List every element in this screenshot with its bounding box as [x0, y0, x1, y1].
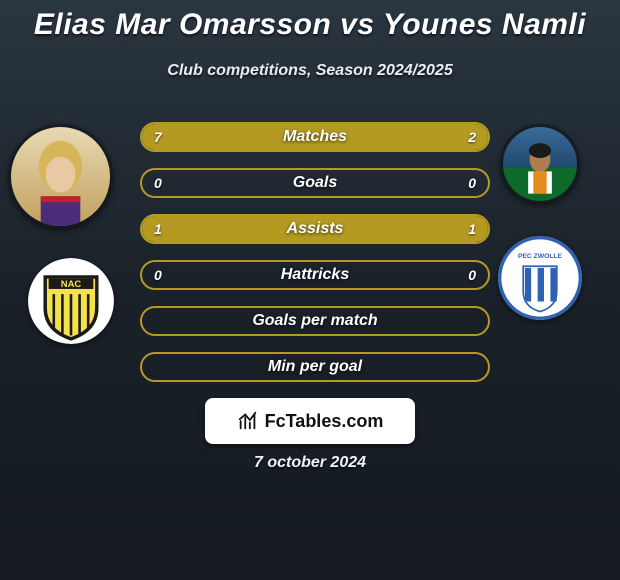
stat-label: Assists	[142, 220, 488, 238]
fctables-icon	[237, 410, 259, 432]
stat-value-left: 0	[154, 267, 162, 283]
stat-bar: Assists1 1	[140, 214, 490, 244]
stat-bar: Hattricks0 0	[140, 260, 490, 290]
stat-value-right: 0	[468, 267, 476, 283]
stat-value-right: 1	[468, 221, 476, 237]
page-title: Elias Mar Omarsson vs Younes Namli	[0, 8, 620, 42]
date-text: 7 october 2024	[0, 454, 620, 472]
comparison-infographic: Elias Mar Omarsson vs Younes Namli Club …	[0, 0, 620, 580]
source-badge: FcTables.com	[205, 398, 415, 444]
stat-value-right: 2	[468, 129, 476, 145]
stat-value-right: 0	[468, 175, 476, 191]
stat-bar: Goals per match	[140, 306, 490, 336]
stat-bar: Goals0 0	[140, 168, 490, 198]
avatar-image	[503, 127, 577, 201]
stat-value-left: 7	[154, 129, 162, 145]
stat-value-left: 1	[154, 221, 162, 237]
player-left-avatar	[8, 124, 113, 229]
source-text: FcTables.com	[265, 411, 384, 432]
stat-label: Hattricks	[142, 266, 488, 284]
stat-label: Goals	[142, 174, 488, 192]
stat-label: Min per goal	[142, 358, 488, 376]
svg-text:NAC: NAC	[61, 279, 82, 290]
player-right-avatar	[500, 124, 580, 204]
stats-bars: Matches72Goals00Assists11Hattricks00Goal…	[140, 122, 490, 398]
stat-value-left: 0	[154, 175, 162, 191]
svg-text:PEC ZWOLLE: PEC ZWOLLE	[518, 253, 563, 260]
page-subtitle: Club competitions, Season 2024/2025	[0, 62, 620, 80]
stat-bar: Matches7 2	[140, 122, 490, 152]
player-left-club-badge: NAC	[28, 258, 114, 344]
player-right-club-badge: PEC ZWOLLE	[498, 236, 582, 320]
stat-label: Matches	[142, 128, 488, 146]
stat-bar: Min per goal	[140, 352, 490, 382]
stat-label: Goals per match	[142, 312, 488, 330]
avatar-image	[11, 127, 110, 226]
